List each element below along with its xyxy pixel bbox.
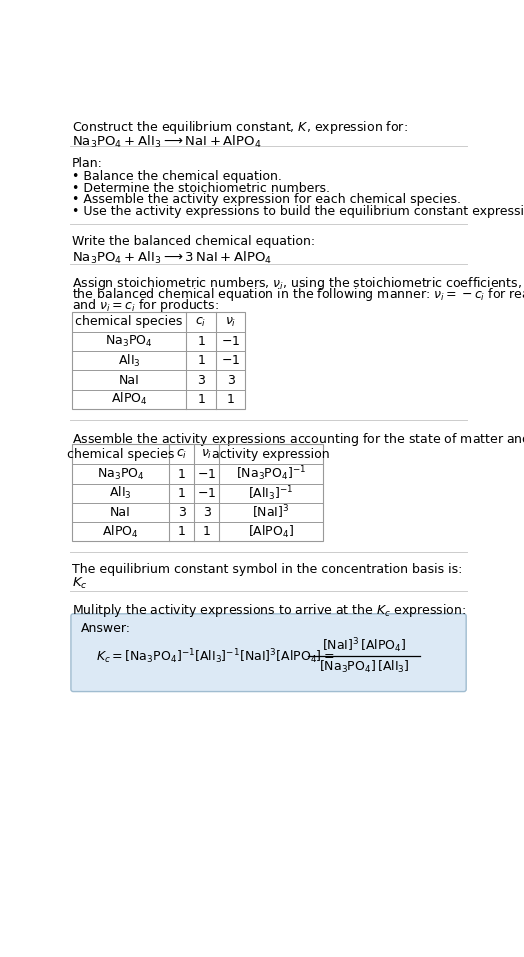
Text: Answer:: Answer: bbox=[81, 622, 131, 635]
Text: $\mathrm{Na_3PO_4}$: $\mathrm{Na_3PO_4}$ bbox=[97, 466, 144, 481]
Text: 3: 3 bbox=[203, 506, 211, 519]
Text: 1: 1 bbox=[197, 354, 205, 367]
Text: $[\mathrm{NaI}]^3\,[\mathrm{AlPO_4}]$: $[\mathrm{NaI}]^3\,[\mathrm{AlPO_4}]$ bbox=[322, 636, 406, 655]
Text: 3: 3 bbox=[178, 506, 185, 519]
Text: 1: 1 bbox=[178, 487, 185, 500]
Text: • Assemble the activity expression for each chemical species.: • Assemble the activity expression for e… bbox=[72, 193, 461, 207]
Text: chemical species: chemical species bbox=[67, 448, 174, 461]
Text: $\nu_i$: $\nu_i$ bbox=[225, 316, 236, 328]
Text: $-1$: $-1$ bbox=[221, 354, 240, 367]
Text: $\mathrm{AlPO_4}$: $\mathrm{AlPO_4}$ bbox=[102, 523, 139, 540]
Text: Plan:: Plan: bbox=[72, 157, 103, 170]
Text: $\nu_i$: $\nu_i$ bbox=[201, 448, 212, 461]
Text: 1: 1 bbox=[203, 525, 211, 538]
Text: Mulitply the activity expressions to arrive at the $K_c$ expression:: Mulitply the activity expressions to arr… bbox=[72, 602, 466, 619]
Text: 1: 1 bbox=[178, 525, 185, 538]
Text: $c_i$: $c_i$ bbox=[195, 316, 207, 328]
Text: $K_c$: $K_c$ bbox=[72, 576, 88, 591]
Text: Write the balanced chemical equation:: Write the balanced chemical equation: bbox=[72, 235, 315, 248]
Text: $[\mathrm{AlI_3}]^{-1}$: $[\mathrm{AlI_3}]^{-1}$ bbox=[248, 484, 294, 502]
Text: • Balance the chemical equation.: • Balance the chemical equation. bbox=[72, 170, 281, 184]
Text: $[\mathrm{Na_3PO_4}]\,[\mathrm{AlI_3}]$: $[\mathrm{Na_3PO_4}]\,[\mathrm{AlI_3}]$ bbox=[319, 658, 409, 675]
Text: 1: 1 bbox=[227, 393, 235, 406]
Text: and $\nu_i = c_i$ for products:: and $\nu_i = c_i$ for products: bbox=[72, 297, 219, 314]
Text: 3: 3 bbox=[197, 373, 205, 387]
Text: NaI: NaI bbox=[110, 506, 131, 519]
Text: chemical species: chemical species bbox=[75, 316, 183, 328]
Text: NaI: NaI bbox=[118, 373, 139, 387]
Text: $[\mathrm{Na_3PO_4}]^{-1}$: $[\mathrm{Na_3PO_4}]^{-1}$ bbox=[236, 465, 306, 483]
Text: activity expression: activity expression bbox=[212, 448, 330, 461]
Text: $\mathrm{Na_3PO_4 + AlI_3 \longrightarrow NaI + AlPO_4}$: $\mathrm{Na_3PO_4 + AlI_3 \longrightarro… bbox=[72, 134, 261, 150]
Text: 1: 1 bbox=[197, 335, 205, 348]
Text: • Use the activity expressions to build the equilibrium constant expression.: • Use the activity expressions to build … bbox=[72, 205, 524, 218]
Text: $-1$: $-1$ bbox=[197, 487, 216, 500]
Text: $c_i$: $c_i$ bbox=[176, 448, 188, 461]
Text: The equilibrium constant symbol in the concentration basis is:: The equilibrium constant symbol in the c… bbox=[72, 563, 462, 576]
Text: $-1$: $-1$ bbox=[221, 335, 240, 348]
Text: $[\mathrm{NaI}]^{3}$: $[\mathrm{NaI}]^{3}$ bbox=[252, 503, 290, 522]
Text: 3: 3 bbox=[227, 373, 235, 387]
Text: $-1$: $-1$ bbox=[197, 468, 216, 480]
Text: $K_c = [\mathrm{Na_3PO_4}]^{-1}[\mathrm{AlI_3}]^{-1}[\mathrm{NaI}]^3[\mathrm{AlP: $K_c = [\mathrm{Na_3PO_4}]^{-1}[\mathrm{… bbox=[96, 647, 335, 665]
Text: $[\mathrm{AlPO_4}]$: $[\mathrm{AlPO_4}]$ bbox=[248, 523, 294, 540]
Text: $\mathrm{Na_3PO_4}$: $\mathrm{Na_3PO_4}$ bbox=[105, 334, 153, 349]
Text: Assemble the activity expressions accounting for the state of matter and $\nu_i$: Assemble the activity expressions accoun… bbox=[72, 431, 524, 448]
Text: $\mathrm{AlI_3}$: $\mathrm{AlI_3}$ bbox=[109, 485, 132, 501]
Text: $\mathrm{AlPO_4}$: $\mathrm{AlPO_4}$ bbox=[111, 391, 147, 408]
Text: $\mathrm{Na_3PO_4 + AlI_3 \longrightarrow 3\,NaI + AlPO_4}$: $\mathrm{Na_3PO_4 + AlI_3 \longrightarro… bbox=[72, 251, 272, 266]
Text: the balanced chemical equation in the following manner: $\nu_i = -c_i$ for react: the balanced chemical equation in the fo… bbox=[72, 286, 524, 302]
FancyBboxPatch shape bbox=[71, 613, 466, 692]
Bar bbox=[72, 312, 245, 409]
Text: 1: 1 bbox=[197, 393, 205, 406]
Text: • Determine the stoichiometric numbers.: • Determine the stoichiometric numbers. bbox=[72, 182, 330, 195]
Text: Assign stoichiometric numbers, $\nu_i$, using the stoichiometric coefficients, $: Assign stoichiometric numbers, $\nu_i$, … bbox=[72, 275, 524, 292]
Text: Construct the equilibrium constant, $K$, expression for:: Construct the equilibrium constant, $K$,… bbox=[72, 119, 408, 136]
Text: $\mathrm{AlI_3}$: $\mathrm{AlI_3}$ bbox=[118, 353, 140, 368]
Text: 1: 1 bbox=[178, 468, 185, 480]
Bar bbox=[72, 444, 323, 542]
